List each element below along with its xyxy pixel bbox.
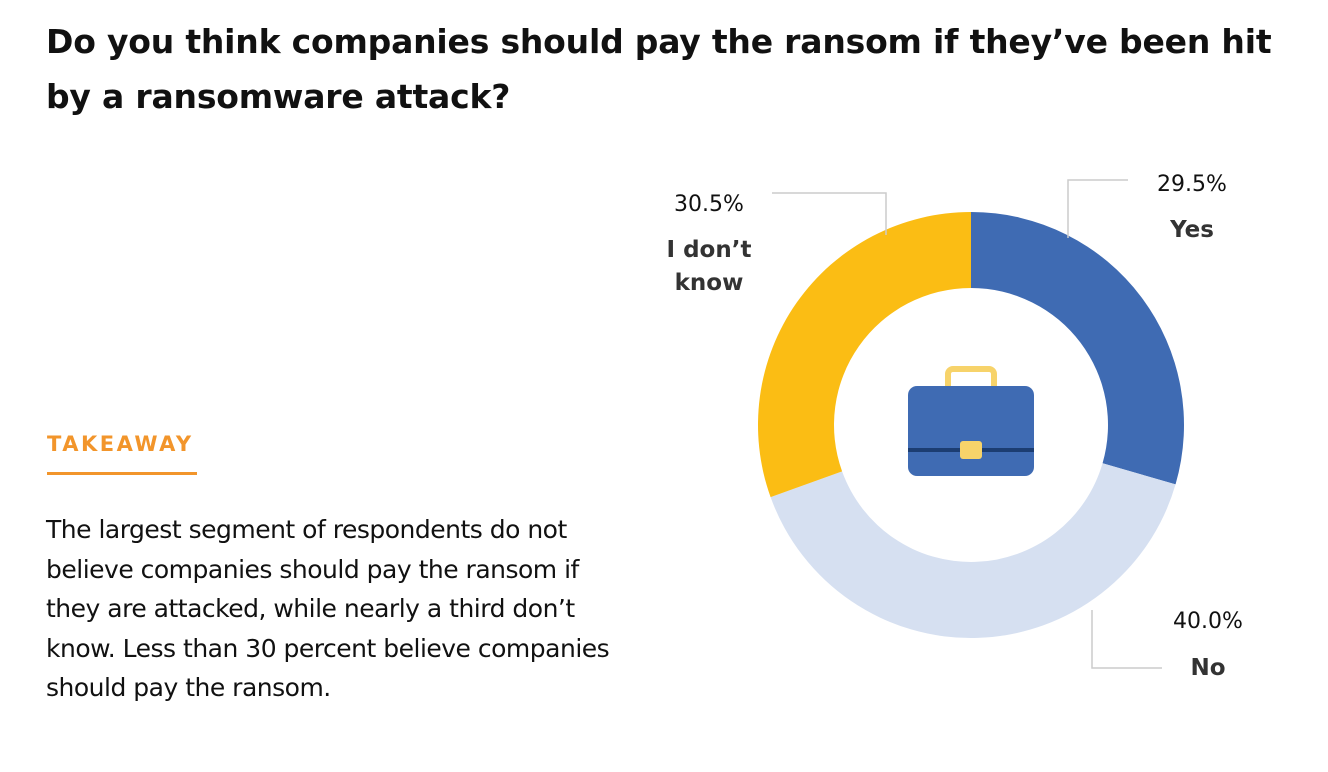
takeaway-label: TAKEAWAY bbox=[47, 432, 194, 456]
slice-name-label-idk-line1: I don’t bbox=[667, 237, 752, 263]
slice-value-label-no: 40.0% bbox=[1173, 609, 1243, 634]
takeaway-divider bbox=[47, 472, 197, 475]
donut-slice-i-don-t-know bbox=[758, 212, 971, 498]
slice-value-label-yes: 29.5% bbox=[1157, 172, 1227, 197]
leader-line-yes bbox=[1067, 179, 1128, 238]
slice-value-label-idk: 30.5% bbox=[674, 192, 744, 217]
slice-name-label-yes: Yes bbox=[1169, 217, 1214, 243]
donut-slice-yes bbox=[971, 212, 1185, 485]
chart-title: Do you think companies should pay the ra… bbox=[46, 22, 1272, 116]
briefcase-icon bbox=[908, 366, 1034, 476]
leader-line-no bbox=[1091, 610, 1162, 669]
donut-slice-no bbox=[770, 463, 1176, 639]
leader-line-idk bbox=[772, 192, 887, 235]
takeaway-text: The largest segment of respondents do no… bbox=[46, 515, 610, 702]
slice-name-label-no: No bbox=[1190, 655, 1225, 681]
slice-name-label-idk-line2: know bbox=[675, 270, 744, 296]
donut-slices bbox=[758, 212, 1185, 639]
